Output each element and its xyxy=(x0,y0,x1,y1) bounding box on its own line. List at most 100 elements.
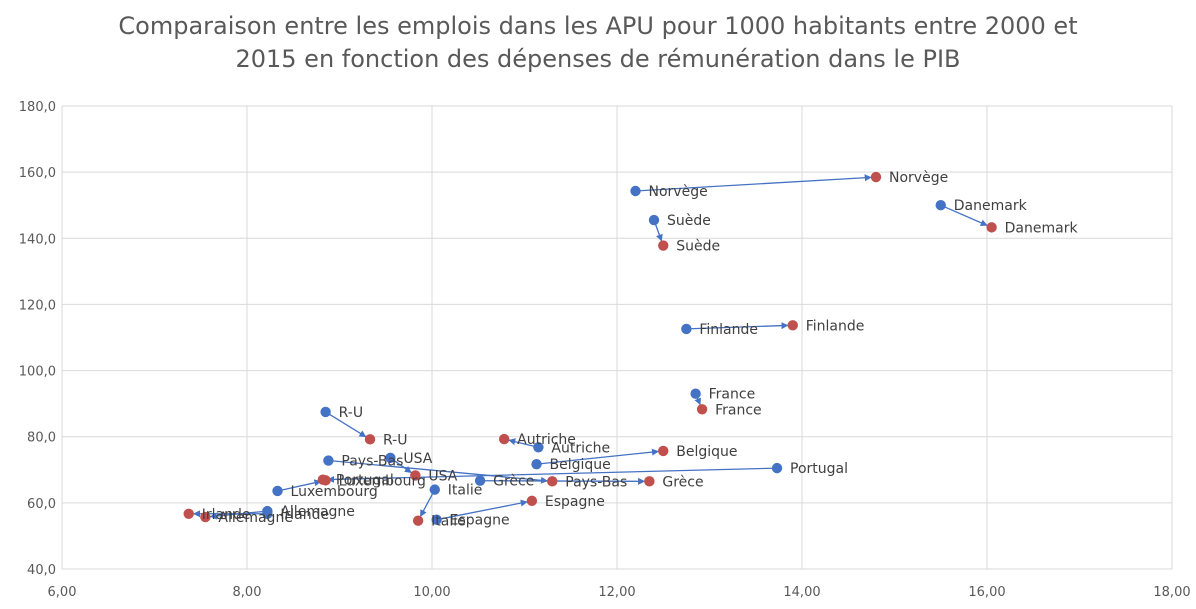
point-end-belgique xyxy=(658,445,669,457)
arrow-r-u xyxy=(328,413,367,438)
label-start-grèce: Grèce xyxy=(493,474,534,490)
points xyxy=(183,171,997,526)
label-end-grèce: Grèce xyxy=(662,474,703,490)
x-tick-label: 16,00 xyxy=(968,585,1005,600)
point-end-allemagne xyxy=(200,511,211,523)
point-end-usa xyxy=(410,470,421,481)
point-start-grèce xyxy=(474,475,486,486)
point-start-irlande xyxy=(262,508,273,519)
point-end-suède xyxy=(658,240,669,251)
arrow-belgique xyxy=(540,448,659,465)
y-tick-label: 80,0 xyxy=(27,431,56,446)
label-start-italie: Italie xyxy=(448,483,483,499)
arrow-grèce xyxy=(484,477,646,485)
point-start-portugal xyxy=(771,462,783,474)
y-tick-label: 100,0 xyxy=(19,365,56,380)
arrow-suède xyxy=(654,223,663,242)
y-tick-label: 180,0 xyxy=(19,100,56,115)
point-start-luxembourg xyxy=(272,485,283,497)
label-end-r-u: R-U xyxy=(383,432,407,448)
x-tick-label: 14,00 xyxy=(783,585,820,600)
label-start-belgique: Belgique xyxy=(550,457,611,473)
label-end-usa: USA xyxy=(428,468,457,484)
label-end-autriche: Autriche xyxy=(517,432,576,448)
chart-title-line-1: Comparaison entre les emplois dans les A… xyxy=(118,12,1078,40)
chart-title-line-2: 2015 en fonction des dépenses de rémunér… xyxy=(235,45,961,73)
label-end-pays-bas: Pays-Bas xyxy=(565,474,627,490)
label-end-italie: Italie xyxy=(431,514,466,530)
label-start-norvège: Norvège xyxy=(649,184,708,200)
axes: 40,0 60,0 80,0 100,0 120,0 140,0 160,0 180,0 6,0… xyxy=(19,100,1191,600)
point-end-irlande xyxy=(183,508,194,519)
y-tick-label: 120,0 xyxy=(19,298,56,313)
point-end-norvège xyxy=(870,171,882,183)
point-end-autriche xyxy=(498,433,510,445)
label-start-pays-bas: Pays-Bas xyxy=(341,454,403,470)
x-tick-label: 6,00 xyxy=(48,585,77,600)
label-start-portugal: Portugal xyxy=(790,461,848,477)
point-end-r-u xyxy=(364,434,376,445)
label-start-allemagne: Allemagne xyxy=(280,504,355,520)
y-tick-label: 160,0 xyxy=(19,166,56,181)
x-tick-label: 8,00 xyxy=(233,585,262,600)
grid xyxy=(61,105,1173,570)
x-tick-label: 18,00 xyxy=(1153,585,1190,600)
point-labels: Norvège Norvège Danemark Danemark Suède Suède… xyxy=(202,170,1079,530)
arrow-norvège xyxy=(639,174,872,192)
label-start-r-u: R-U xyxy=(339,405,363,421)
point-end-espagne xyxy=(526,495,538,507)
y-tick-label: 60,0 xyxy=(27,497,56,512)
point-end-pays-bas xyxy=(547,476,558,487)
label-end-allemagne: Allemagne xyxy=(218,510,293,526)
label-start-usa: USA xyxy=(403,451,432,467)
arrow-finlande xyxy=(690,322,789,330)
point-end-danemark xyxy=(986,222,997,233)
label-end-portugal: Portugal xyxy=(336,473,394,489)
label-end-suède: Suède xyxy=(676,239,720,255)
label-start-france: France xyxy=(709,387,756,403)
arrow-france xyxy=(694,397,701,406)
arrow-pays-bas xyxy=(332,460,548,484)
arrow-italie xyxy=(419,492,434,517)
point-start-norvège xyxy=(630,185,641,197)
point-start-autriche xyxy=(533,442,544,453)
label-end-norvège: Norvège xyxy=(889,170,948,186)
label-end-france: France xyxy=(715,402,762,418)
arrow-danemark xyxy=(944,206,988,227)
point-start-espagne xyxy=(431,514,442,525)
point-start-pays-bas xyxy=(323,455,334,466)
point-start-r-u xyxy=(320,406,331,418)
y-tick-label: 140,0 xyxy=(19,232,56,247)
point-start-finlande xyxy=(681,323,692,335)
arrow-usa xyxy=(393,459,412,474)
label-start-espagne: Espagne xyxy=(450,513,510,529)
x-tick-label: 10,00 xyxy=(413,585,450,600)
point-start-danemark xyxy=(935,200,946,211)
label-end-finlande: Finlande xyxy=(806,318,865,334)
point-start-suède xyxy=(648,214,660,226)
point-end-finlande xyxy=(787,320,798,331)
arrow-luxembourg xyxy=(281,479,322,491)
point-start-italie xyxy=(429,484,440,495)
point-end-italie xyxy=(412,515,424,526)
point-start-france xyxy=(690,388,701,399)
label-end-luxembourg: Luxembourg xyxy=(339,473,426,489)
arrow-autriche xyxy=(508,438,535,447)
x-tick-label: 12,00 xyxy=(598,585,635,600)
label-end-espagne: Espagne xyxy=(545,494,605,510)
label-end-irlande: Irlande xyxy=(202,507,251,523)
point-end-france xyxy=(696,404,708,415)
arrow-espagne xyxy=(440,499,528,520)
label-end-danemark: Danemark xyxy=(1005,220,1079,236)
arrow-portugal xyxy=(327,467,774,483)
label-start-luxembourg: Luxembourg xyxy=(291,484,378,500)
chart-title: Comparaison entre les emplois dans les A… xyxy=(0,10,1196,76)
label-start-autriche: Autriche xyxy=(551,440,610,456)
point-end-grèce xyxy=(644,476,655,487)
label-end-belgique: Belgique xyxy=(676,444,737,460)
label-start-finlande: Finlande xyxy=(699,322,758,338)
point-end-luxembourg xyxy=(320,475,331,486)
label-start-irlande: Irlande xyxy=(280,507,329,523)
y-tick-label: 40,0 xyxy=(27,563,56,578)
